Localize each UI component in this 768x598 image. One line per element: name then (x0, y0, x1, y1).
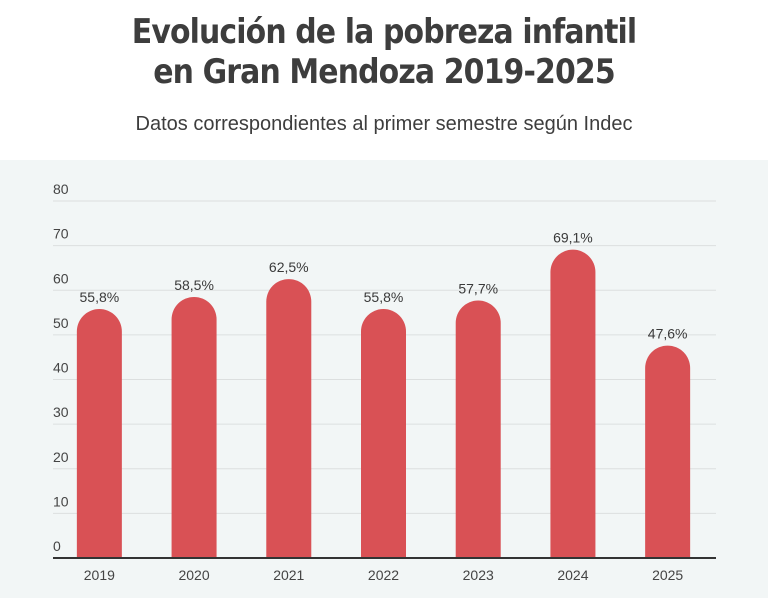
y-tick-label: 40 (53, 360, 69, 376)
data-label: 47,6% (648, 326, 688, 342)
data-label: 58,5% (174, 277, 214, 293)
x-tick-label: 2019 (84, 567, 115, 583)
bar (361, 308, 406, 558)
x-tick-label: 2022 (368, 567, 399, 583)
chart-title-line-1: Evolución de la pobreza infantil (131, 12, 637, 52)
y-tick-label: 10 (53, 493, 69, 509)
bar (550, 249, 596, 558)
data-label: 55,8% (80, 289, 120, 305)
x-tick-label: 2023 (463, 567, 494, 583)
x-tick-label: 2024 (557, 567, 588, 583)
data-label: 69,1% (553, 230, 593, 246)
chart-title: Evolución de la pobreza infantil en Gran… (46, 12, 722, 92)
chart-subtitle: Datos correspondientes al primer semestr… (135, 113, 633, 135)
data-label: 57,7% (458, 281, 498, 297)
y-tick-label: 70 (53, 226, 69, 242)
data-label: 62,5% (269, 259, 309, 275)
y-tick-label: 30 (53, 404, 69, 420)
chart-title-line-2: en Gran Mendoza 2019-2025 (153, 52, 615, 92)
bar (266, 279, 312, 558)
bar (455, 300, 501, 558)
y-tick-label: 0 (53, 538, 61, 554)
x-tick-label: 2025 (652, 567, 683, 583)
x-tick-label: 2021 (273, 567, 304, 583)
bar (171, 296, 217, 558)
y-tick-label: 60 (53, 270, 69, 286)
bar (645, 345, 691, 558)
x-tick-label: 2020 (178, 567, 209, 583)
y-tick-label: 20 (53, 449, 69, 465)
data-label: 55,8% (364, 289, 404, 305)
y-tick-label: 80 (53, 181, 69, 197)
y-tick-label: 50 (53, 315, 69, 331)
bar (76, 308, 122, 558)
